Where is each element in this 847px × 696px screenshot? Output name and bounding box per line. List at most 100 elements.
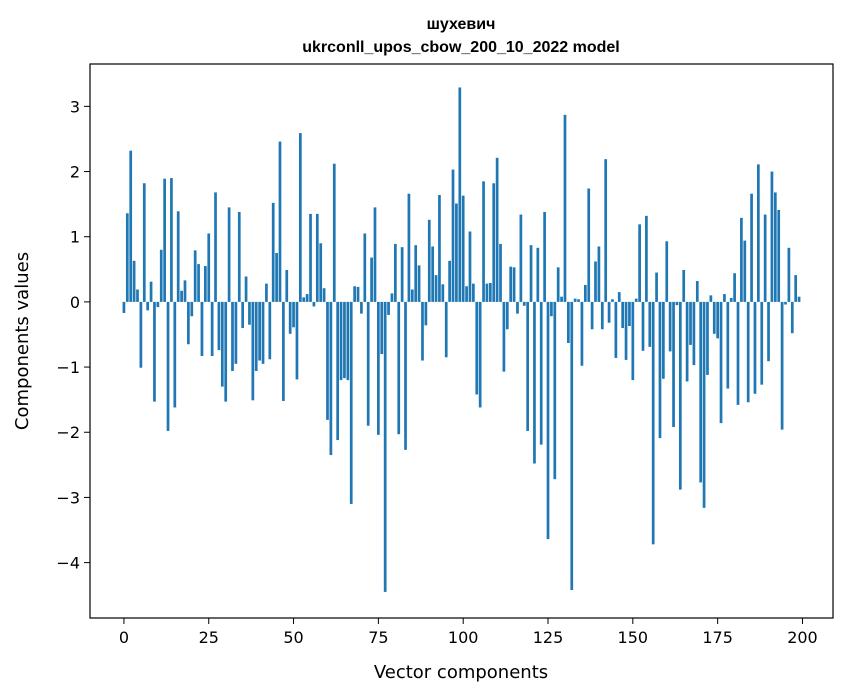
x-tick-label: 50 <box>283 628 303 647</box>
bar-8 <box>149 281 153 302</box>
bar-18 <box>183 280 187 302</box>
bar-65 <box>343 301 346 379</box>
bar-71 <box>363 233 367 302</box>
y-tick-label: 1 <box>70 228 80 247</box>
bar-160 <box>665 241 669 302</box>
bar-123 <box>539 301 543 445</box>
bar-21 <box>193 250 197 302</box>
bar-3 <box>132 260 136 302</box>
bar-187 <box>757 164 760 302</box>
bar-26 <box>210 301 214 356</box>
y-axis-ticks: −4 −3 −2 −1 0 1 2 3 <box>56 97 90 573</box>
bar-184 <box>746 301 750 403</box>
bar-112 <box>502 301 506 372</box>
bar-82 <box>400 247 404 302</box>
bar-167 <box>689 301 692 345</box>
bar-131 <box>567 301 570 343</box>
bar-178 <box>726 301 730 389</box>
bar-144 <box>611 299 614 302</box>
bar-108 <box>488 282 492 302</box>
bar-142 <box>604 159 608 302</box>
bar-103 <box>472 283 475 302</box>
bar-139 <box>594 261 597 302</box>
bar-80 <box>393 243 397 302</box>
bar-161 <box>668 301 672 352</box>
bar-62 <box>332 163 336 302</box>
bar-116 <box>516 301 519 314</box>
bar-183 <box>743 240 747 302</box>
chart-title: шухевич <box>427 16 496 33</box>
bar-9 <box>153 301 156 402</box>
bar-165 <box>682 269 686 302</box>
bar-10 <box>156 301 160 308</box>
bar-158 <box>658 301 662 439</box>
bar-70 <box>360 301 363 314</box>
bar-143 <box>607 301 611 323</box>
bar-78 <box>387 301 390 315</box>
x-tick-label: 75 <box>368 628 388 647</box>
bar-125 <box>546 301 550 540</box>
bar-199 <box>797 296 801 302</box>
bars-group <box>122 87 801 592</box>
bar-193 <box>777 210 781 302</box>
bar-109 <box>492 183 496 302</box>
bar-154 <box>645 215 648 302</box>
bar-92 <box>434 275 438 302</box>
bar-98 <box>455 203 458 302</box>
bar-182 <box>740 217 743 302</box>
bar-14 <box>170 178 173 302</box>
bar-5 <box>139 301 143 368</box>
bar-113 <box>505 301 509 330</box>
plot-frame <box>89 63 834 619</box>
bar-197 <box>790 301 794 334</box>
bar-31 <box>227 207 231 302</box>
bar-49 <box>288 301 292 334</box>
bar-117 <box>519 214 523 302</box>
bar-20 <box>190 301 194 317</box>
x-tick-label: 100 <box>448 628 479 647</box>
bar-7 <box>146 301 150 311</box>
y-tick-label: 2 <box>70 163 80 182</box>
bar-56 <box>312 301 316 307</box>
bar-190 <box>767 301 770 362</box>
bar-60 <box>326 301 329 420</box>
bar-162 <box>672 301 675 428</box>
bar-87 <box>417 265 421 302</box>
bar-170 <box>699 301 703 483</box>
bar-177 <box>723 294 726 302</box>
bar-46 <box>278 141 282 302</box>
bar-0 <box>122 301 126 313</box>
bar-67 <box>349 301 353 504</box>
bar-53 <box>302 297 306 302</box>
y-tick-label: −3 <box>56 488 80 507</box>
bar-194 <box>780 301 784 430</box>
bar-11 <box>159 249 163 302</box>
bar-93 <box>438 195 441 302</box>
bar-189 <box>763 214 767 302</box>
bar-30 <box>224 301 228 402</box>
bar-43 <box>268 301 272 360</box>
bar-106 <box>482 181 485 302</box>
bar-55 <box>309 213 312 302</box>
bar-42 <box>265 283 268 302</box>
bar-153 <box>641 301 645 351</box>
bar-110 <box>495 157 499 302</box>
x-axis-label: Vector components <box>374 662 548 683</box>
bar-115 <box>512 267 516 302</box>
bar-6 <box>142 183 146 302</box>
bar-23 <box>200 301 204 356</box>
bar-57 <box>315 213 319 302</box>
bar-58 <box>319 243 323 302</box>
bar-4 <box>136 289 139 302</box>
bar-168 <box>692 301 696 366</box>
bar-100 <box>461 195 465 302</box>
bar-198 <box>794 275 798 302</box>
bar-61 <box>329 301 333 456</box>
bar-152 <box>638 224 641 302</box>
bar-19 <box>187 301 190 345</box>
bar-145 <box>614 301 618 358</box>
bar-27 <box>214 192 217 302</box>
bar-32 <box>231 301 234 371</box>
bar-133 <box>573 298 577 302</box>
